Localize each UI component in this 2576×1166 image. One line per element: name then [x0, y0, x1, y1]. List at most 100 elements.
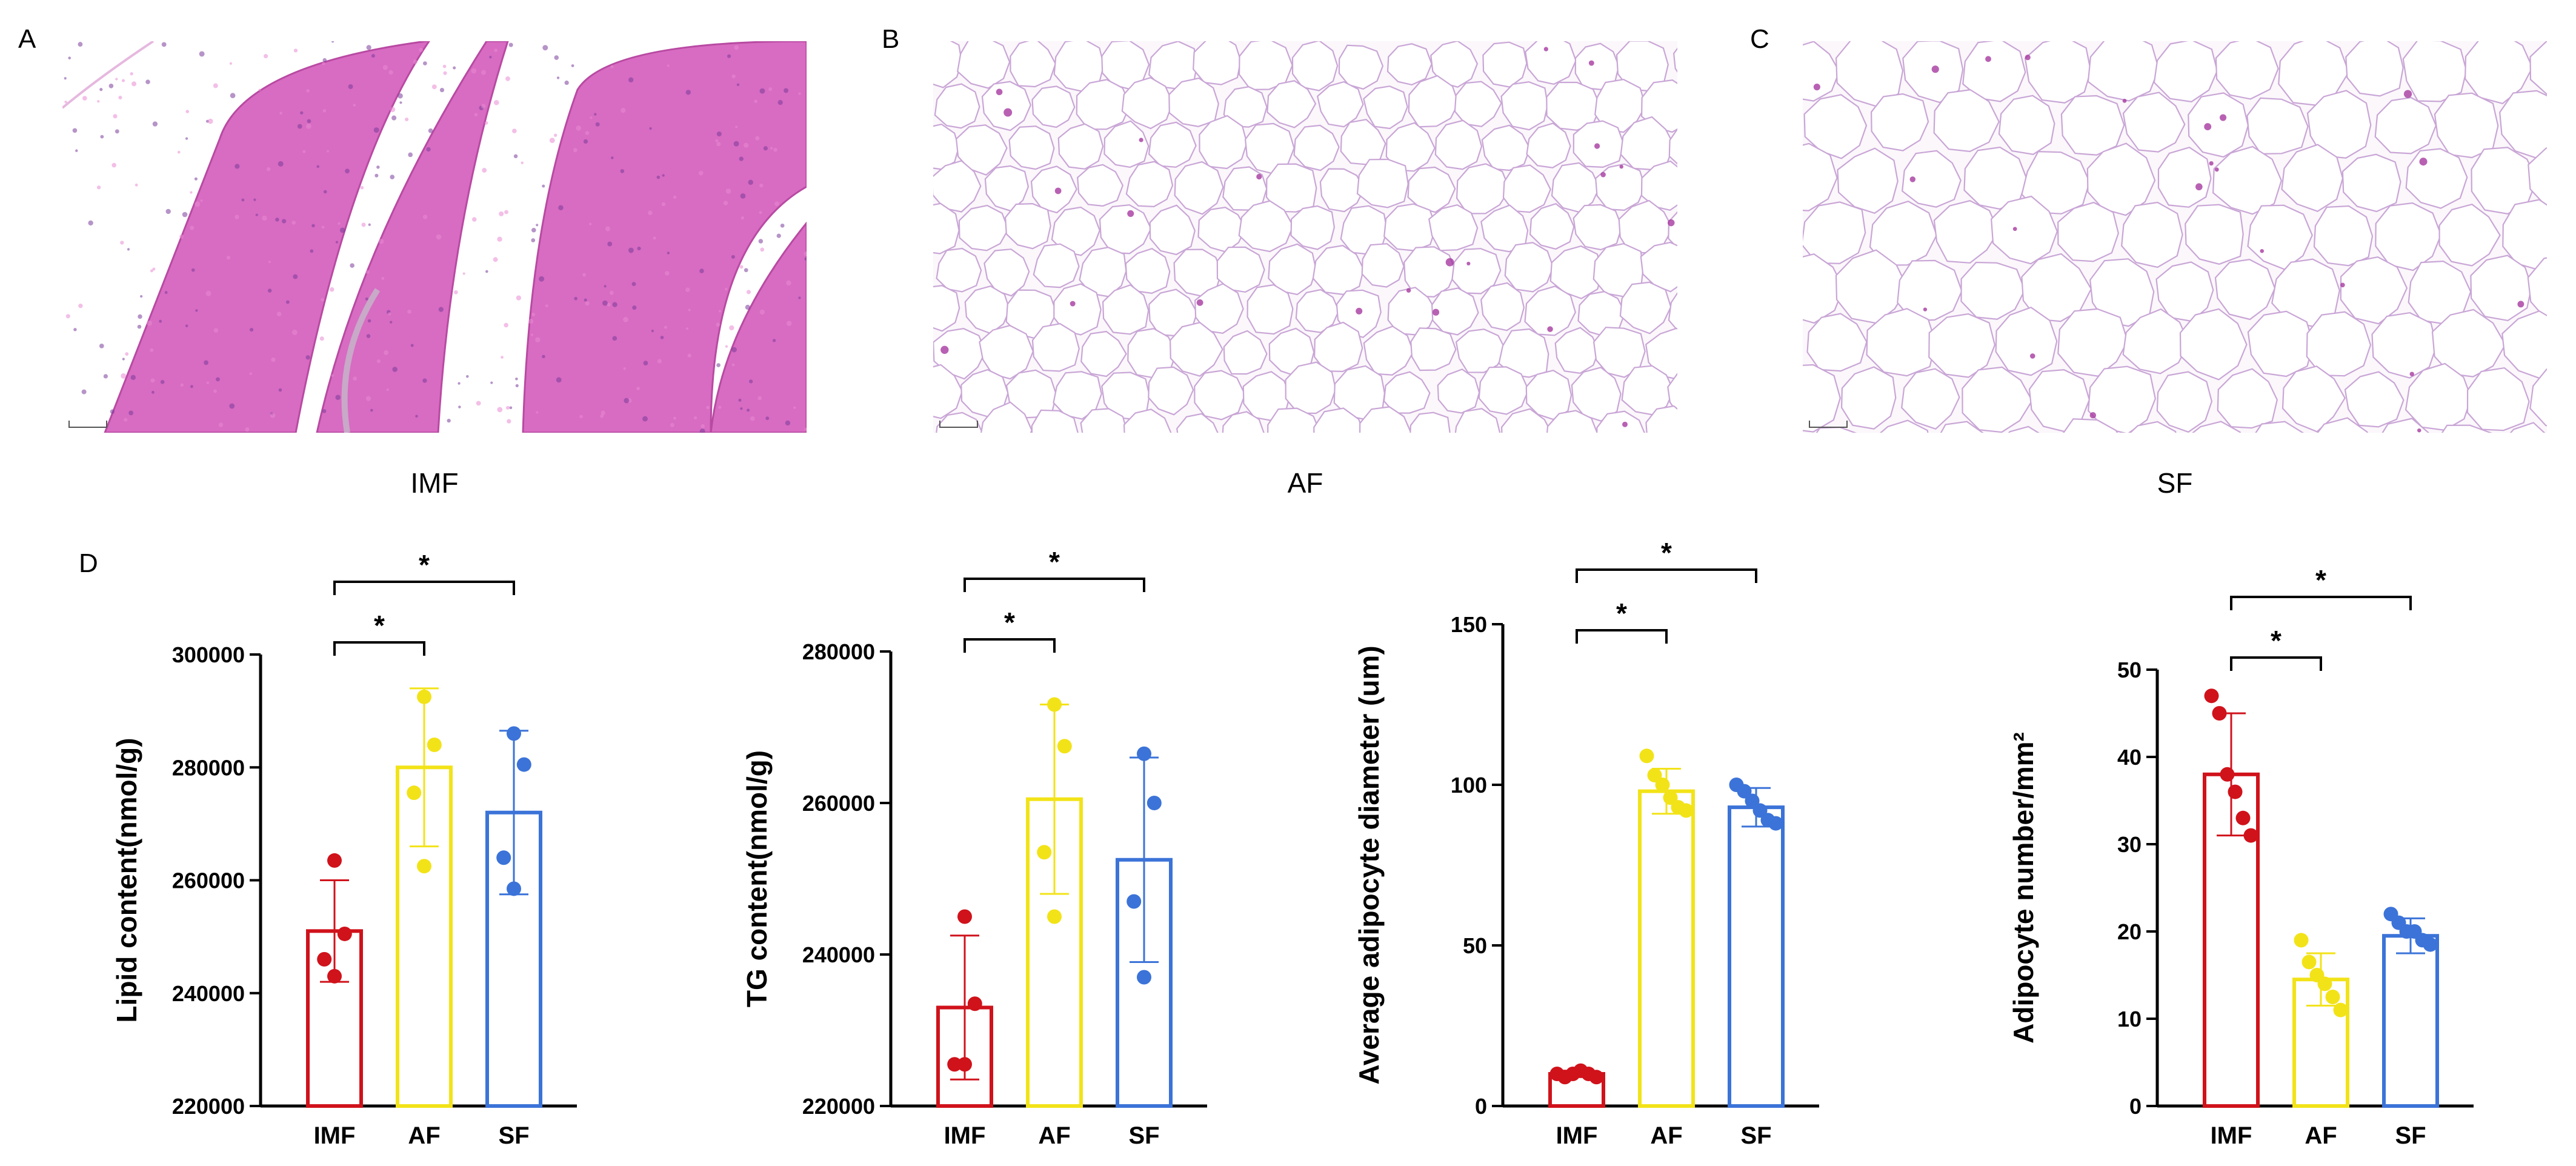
- nucleus-dot: [1466, 261, 1471, 265]
- scale-bar: [939, 421, 978, 428]
- texture-dot: [576, 125, 582, 131]
- adipocyte-cell: [1803, 142, 1838, 212]
- texture-dot: [757, 396, 762, 401]
- texture-dot: [195, 309, 198, 312]
- adipose-tissue-svg: [1803, 41, 2547, 433]
- texture-dot: [390, 321, 393, 324]
- adipocyte-cell: [1478, 366, 1529, 415]
- texture-dot: [609, 290, 614, 295]
- texture-dot: [384, 350, 389, 355]
- texture-dot: [361, 222, 366, 227]
- data-point: [1137, 970, 1151, 985]
- x-tick-label: SF: [2395, 1122, 2426, 1149]
- lipid-content-chart: Lipid content(nmol/g) 220000 240000 260000 2…: [111, 549, 577, 1149]
- adipocyte-cell: [1267, 407, 1321, 433]
- texture-dot: [531, 238, 536, 242]
- texture-dot: [438, 307, 444, 312]
- texture-dot: [321, 298, 324, 302]
- texture-dot: [291, 329, 298, 335]
- nucleus-dot: [1445, 258, 1454, 267]
- texture-dot: [321, 225, 325, 229]
- adipocyte-cell: [1102, 284, 1150, 335]
- texture-dot: [335, 395, 341, 400]
- texture-dot: [556, 76, 560, 79]
- adipocyte-cell: [981, 81, 1031, 132]
- adipocyte-cell: [2529, 41, 2547, 95]
- data-point: [507, 881, 521, 896]
- texture-dot: [590, 116, 593, 119]
- adipocyte-cell: [1998, 95, 2055, 155]
- texture-dot: [528, 319, 534, 324]
- texture-dot: [653, 236, 656, 240]
- bar-sf: [1728, 805, 1785, 1108]
- nucleus-dot: [1003, 108, 1013, 117]
- vessel-strand: [341, 288, 381, 433]
- texture-dot: [748, 179, 753, 185]
- texture-dot: [381, 276, 385, 280]
- adipocyte-cell: [1169, 322, 1223, 377]
- texture-dot: [725, 188, 731, 194]
- texture-dot: [392, 367, 398, 372]
- adipocyte-number-chart: Adipocyte number/mm² 0 10 20 30 40 50 IMF AF SF * *: [2008, 564, 2474, 1149]
- texture-dot: [530, 333, 534, 336]
- nucleus-dot: [2195, 183, 2203, 191]
- adipocyte-cell: [1031, 409, 1079, 433]
- texture-dot: [150, 378, 155, 383]
- texture-dot: [693, 416, 697, 420]
- adipocyte-cell: [955, 124, 1008, 176]
- adipocyte-cell: [1080, 408, 1128, 433]
- adipocyte-cell: [2121, 201, 2183, 268]
- adipocyte-cell: [2341, 153, 2401, 213]
- texture-dot: [322, 62, 325, 65]
- texture-dot: [190, 385, 193, 388]
- adipocyte-cell: [1290, 205, 1336, 250]
- texture-dot: [458, 405, 461, 408]
- texture-dot: [235, 215, 239, 219]
- nucleus-dot: [1985, 56, 1991, 62]
- adipocyte-cell: [1099, 204, 1152, 255]
- texture-dot: [739, 265, 744, 269]
- adipocyte-cell: [1995, 306, 2058, 376]
- texture-dot: [687, 353, 691, 358]
- caption-af: AF: [1287, 467, 1323, 499]
- texture-dot: [306, 88, 310, 93]
- adipocyte-cell: [2122, 92, 2186, 153]
- texture-dot: [776, 233, 781, 238]
- texture-dot: [108, 83, 114, 88]
- texture-dot: [673, 416, 676, 420]
- texture-dot: [165, 208, 171, 215]
- adipocyte-cell: [2255, 421, 2305, 433]
- texture-dot: [657, 359, 662, 364]
- texture-dot: [388, 312, 391, 316]
- texture-dot: [300, 111, 304, 115]
- muscle-fiber-bundle: [104, 41, 430, 433]
- adipocyte-cell: [2246, 97, 2309, 155]
- adipocyte-cell: [1238, 200, 1294, 253]
- texture-dot: [139, 295, 143, 298]
- adipocyte-cell: [1803, 41, 1840, 102]
- texture-dot: [759, 183, 764, 188]
- texture-dot: [584, 298, 587, 302]
- adipocyte-cell: [1216, 246, 1265, 293]
- adipocyte-cell: [2502, 199, 2547, 271]
- texture-dot: [78, 42, 83, 47]
- panel-b-letter: B: [882, 24, 900, 54]
- adipocyte-cell: [936, 247, 982, 293]
- nucleus-dot: [1356, 307, 1363, 315]
- connective-strand: [62, 41, 155, 109]
- texture-dot: [382, 65, 388, 70]
- adipocyte-cell: [2345, 41, 2404, 97]
- texture-dot: [75, 149, 78, 152]
- adipocyte-cell: [1033, 243, 1080, 288]
- texture-dot: [229, 403, 235, 409]
- data-point: [967, 996, 982, 1011]
- texture-dot: [777, 99, 783, 105]
- texture-dot: [685, 90, 691, 95]
- adipocyte-cell: [1430, 41, 1479, 88]
- texture-dot: [536, 411, 539, 414]
- texture-dot: [507, 419, 511, 424]
- texture-dot: [229, 62, 233, 65]
- adipocyte-diameter-chart: Average adipocyte diameter (um) 0 50 100 150…: [1353, 537, 1819, 1149]
- texture-dot: [716, 322, 721, 327]
- data-point: [1737, 784, 1752, 799]
